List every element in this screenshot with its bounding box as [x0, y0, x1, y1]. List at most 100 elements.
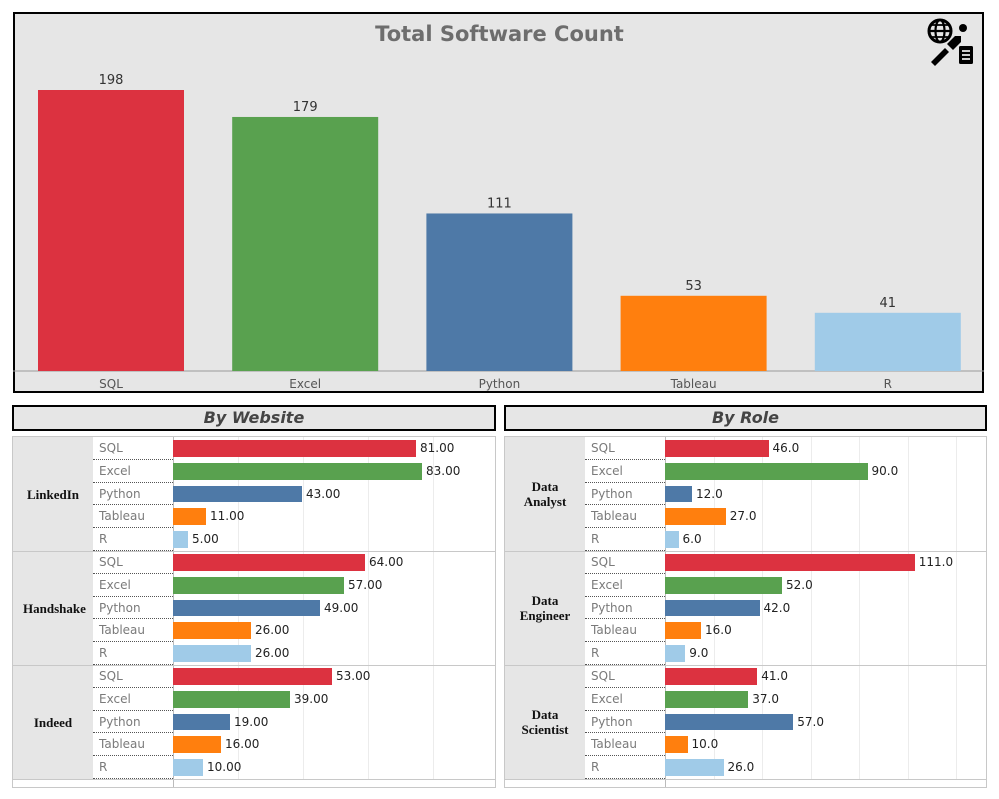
bar-tableau[interactable] — [173, 508, 206, 526]
group-label-text: LinkedIn — [26, 486, 80, 502]
gridline — [433, 437, 434, 779]
bar-value-label: 46.0 — [772, 441, 800, 455]
category-label: SQL — [585, 665, 665, 688]
bar-r[interactable] — [665, 531, 679, 548]
bar-sql[interactable] — [665, 440, 769, 457]
bar-value-label: 64.00 — [369, 555, 404, 569]
bar-excel[interactable] — [173, 690, 290, 708]
bar-sql[interactable] — [38, 90, 184, 371]
bar-value-label: 57.00 — [348, 577, 383, 592]
bar-excel[interactable] — [665, 690, 749, 708]
group-label-text: Handshake — [23, 600, 86, 616]
x-tick-label: R — [884, 377, 892, 391]
bar-sql[interactable] — [173, 440, 416, 457]
bar-r[interactable] — [173, 531, 188, 548]
category-label: Python — [585, 597, 665, 620]
category-label: Tableau — [585, 505, 665, 529]
bar-python[interactable] — [665, 599, 760, 617]
bar-sql[interactable] — [173, 668, 332, 685]
bar-value-label: 81.00 — [420, 441, 455, 455]
bar-r[interactable] — [173, 759, 203, 776]
bar-excel[interactable] — [173, 576, 344, 594]
bar-value-label: 26.00 — [255, 646, 290, 661]
group-label: Indeed — [13, 665, 93, 779]
bar-tableau[interactable] — [173, 622, 251, 640]
group-separator — [13, 551, 495, 552]
bar-python[interactable] — [173, 485, 302, 503]
bar-python[interactable] — [173, 713, 230, 731]
bar-value-label: 11.00 — [210, 509, 245, 524]
gridline — [368, 437, 369, 779]
x-tick-label: Excel — [289, 377, 321, 391]
bar-python[interactable] — [173, 599, 320, 617]
bar-excel[interactable] — [232, 116, 379, 371]
category-label: R — [585, 528, 665, 551]
category-label: Excel — [93, 460, 173, 483]
category-label: R — [93, 756, 173, 779]
bar-r[interactable] — [814, 312, 961, 371]
bar-python[interactable] — [665, 713, 794, 731]
bar-value-label: 39.00 — [294, 691, 329, 706]
category-label: Python — [585, 711, 665, 734]
bar-value-label: 27.0 — [729, 509, 757, 524]
panel-bottom-line — [13, 779, 495, 780]
category-label: Tableau — [93, 505, 173, 529]
bar-excel[interactable] — [665, 576, 782, 594]
category-label: R — [93, 642, 173, 665]
group-label: Data Engineer — [505, 551, 585, 665]
bar-value-label: 9.0 — [689, 646, 709, 661]
bar-sql[interactable] — [665, 668, 758, 685]
bar-tableau[interactable] — [665, 622, 701, 640]
bar-value-label: 26.0 — [727, 760, 755, 775]
bar-value-label: 41 — [880, 296, 897, 311]
group-separator — [505, 665, 986, 666]
x-tick-label: Python — [479, 377, 521, 391]
data-tools-icon — [927, 18, 973, 66]
bar-value-label: 42.0 — [763, 600, 791, 615]
by-website-chart: LinkedIn SQL 81.00 Excel 83.00 Python 43.00 Tab… — [12, 436, 496, 788]
x-tick-label: Tableau — [670, 377, 717, 391]
bar-python[interactable] — [665, 485, 692, 503]
bar-value-label: 90.0 — [871, 463, 899, 478]
bar-excel[interactable] — [173, 462, 422, 480]
category-label: Python — [585, 483, 665, 506]
bar-value-label: 43.00 — [306, 486, 341, 501]
bar-value-label: 52.0 — [786, 577, 813, 592]
category-label: Excel — [93, 688, 173, 711]
bar-python[interactable] — [426, 213, 573, 371]
group-label: Handshake — [13, 551, 93, 665]
group-label: Data Analyst — [505, 437, 585, 551]
bar-r[interactable] — [665, 645, 686, 662]
gridline — [907, 437, 909, 779]
category-label: R — [585, 642, 665, 665]
bar-value-label: 83.00 — [426, 463, 461, 478]
bar-value-label: 10.0 — [691, 737, 719, 752]
group-label-text: Data Engineer — [519, 593, 571, 623]
bar-tableau[interactable] — [620, 295, 767, 371]
bar-tableau[interactable] — [173, 736, 221, 754]
bar-value-label: 16.00 — [225, 737, 260, 752]
bar-tableau[interactable] — [665, 736, 688, 754]
group-separator — [13, 665, 495, 666]
category-label: Tableau — [93, 733, 173, 757]
category-label: Excel — [585, 574, 665, 597]
bar-value-label: 6.0 — [682, 532, 702, 547]
bar-sql[interactable] — [665, 554, 915, 571]
bar-value-label: 179 — [293, 100, 318, 115]
bar-tableau[interactable] — [665, 508, 726, 526]
bar-sql[interactable] — [173, 554, 365, 571]
chart-title: Total Software Count — [375, 22, 624, 46]
bar-value-label: 53 — [685, 279, 702, 294]
category-label: SQL — [93, 665, 173, 688]
bar-value-label: 41.0 — [761, 669, 788, 683]
category-label: Python — [93, 597, 173, 620]
category-label: R — [585, 756, 665, 779]
group-label: LinkedIn — [13, 437, 93, 551]
bar-r[interactable] — [665, 759, 724, 776]
bar-r[interactable] — [173, 645, 251, 662]
bar-excel[interactable] — [665, 462, 868, 480]
category-label: R — [93, 528, 173, 551]
group-label-text: Data Analyst — [523, 479, 567, 509]
category-label: SQL — [585, 551, 665, 574]
group-label-text: Indeed — [33, 714, 73, 730]
